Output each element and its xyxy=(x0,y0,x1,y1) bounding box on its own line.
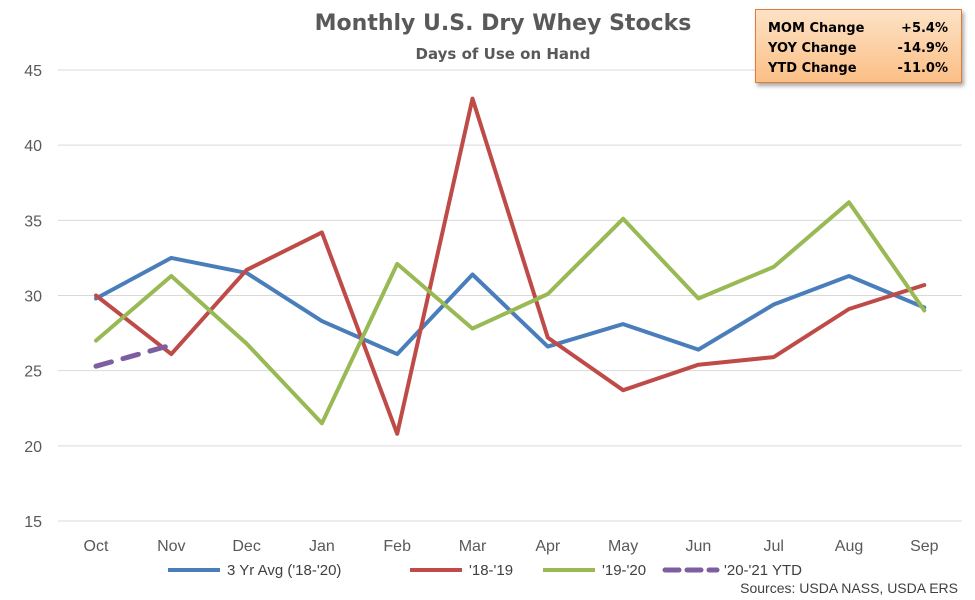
y-tick-label: 35 xyxy=(24,213,42,230)
stat-row-ytd: YTD Change -11.0% xyxy=(768,59,948,79)
x-tick-label: Oct xyxy=(84,538,109,555)
series-line-3 xyxy=(94,200,927,426)
chart-title: Monthly U.S. Dry Whey Stocks xyxy=(315,11,692,36)
series-line-2 xyxy=(94,96,927,436)
x-tick-label: Jul xyxy=(763,538,783,555)
x-axis-ticks: Oct Nov Dec Jan Feb Mar Apr May Jun Jul Aug Sep xyxy=(84,538,939,555)
x-tick-label: Sep xyxy=(910,538,939,555)
y-axis-ticks: 15 20 25 30 35 40 45 xyxy=(24,63,42,531)
x-tick-label: Dec xyxy=(232,538,260,555)
x-tick-label: Apr xyxy=(535,538,561,555)
stat-label: YOY Change xyxy=(768,41,857,56)
stat-value: +5.4% xyxy=(901,21,948,36)
stat-value: -14.9% xyxy=(897,41,949,56)
y-tick-label: 30 xyxy=(24,289,42,306)
y-tick-label: 40 xyxy=(24,138,42,155)
source-note: Sources: USDA NASS, USDA ERS xyxy=(740,580,958,596)
legend-label: '19-'20 xyxy=(602,562,646,579)
legend-label: '18-'19 xyxy=(469,562,513,579)
y-tick-label: 15 xyxy=(24,514,42,531)
x-tick-label: Aug xyxy=(835,538,863,555)
stat-label: MOM Change xyxy=(768,21,865,36)
y-tick-label: 20 xyxy=(24,439,42,456)
stat-label: YTD Change xyxy=(768,61,857,76)
stat-row-yoy: YOY Change -14.9% xyxy=(768,39,948,59)
y-tick-label: 25 xyxy=(24,364,42,381)
x-tick-label: Mar xyxy=(459,538,487,555)
series-lines xyxy=(93,96,927,436)
stat-row-mom: MOM Change +5.4% xyxy=(768,19,948,39)
legend-label: '20-'21 YTD xyxy=(724,562,802,579)
stat-value: -11.0% xyxy=(897,61,949,76)
chart-subtitle: Days of Use on Hand xyxy=(416,45,591,63)
y-tick-label: 45 xyxy=(24,63,42,80)
x-tick-label: Jun xyxy=(686,538,712,555)
legend: 3 Yr Avg ('18-'20) '18-'19 '19-'20 '20-'21 … xyxy=(168,562,802,579)
legend-label: 3 Yr Avg ('18-'20) xyxy=(227,562,341,579)
x-tick-label: Nov xyxy=(157,538,185,555)
x-tick-label: May xyxy=(608,538,638,555)
series-line-4 xyxy=(93,342,174,369)
x-tick-label: Jan xyxy=(309,538,335,555)
x-tick-label: Feb xyxy=(383,538,411,555)
change-summary-box: MOM Change +5.4% YOY Change -14.9% YTD C… xyxy=(755,9,962,83)
